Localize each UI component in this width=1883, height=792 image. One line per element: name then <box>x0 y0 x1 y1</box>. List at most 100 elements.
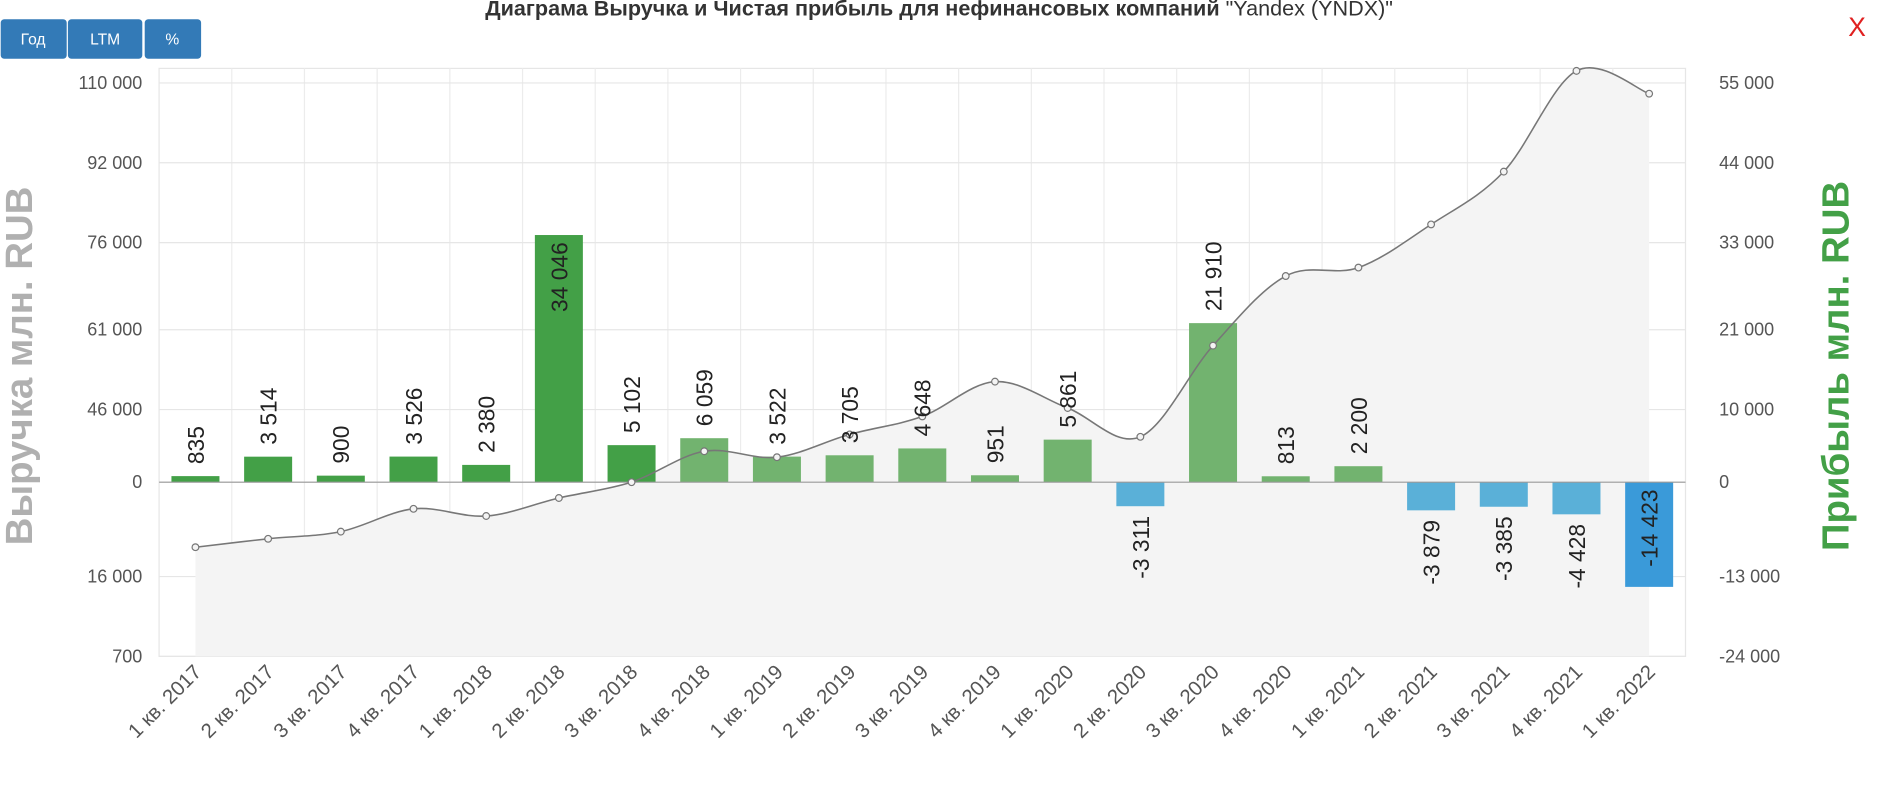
value-label: 34 046 <box>546 242 572 312</box>
value-label: -14 423 <box>1637 489 1663 566</box>
button-percent[interactable] <box>144 19 202 59</box>
x-tick-label: 4 кв. 2017 <box>343 661 425 743</box>
bar <box>1261 476 1310 483</box>
value-label: 3 522 <box>764 388 790 445</box>
bar <box>1479 482 1528 507</box>
bar <box>1334 466 1383 483</box>
bar <box>462 464 511 483</box>
x-tick-label: 1 кв. 2021 <box>1288 661 1370 743</box>
line-marker <box>409 504 418 513</box>
y2-axis-label: Прибыль млн. RUB <box>1815 181 1858 551</box>
line-marker <box>1354 263 1363 272</box>
y-tick-label: 700 <box>112 646 142 666</box>
line-marker <box>264 534 273 543</box>
y-tick-label: 16 000 <box>87 567 142 587</box>
value-label: 900 <box>328 426 354 464</box>
line-marker <box>1645 89 1654 98</box>
bar <box>244 456 293 483</box>
value-label: 5 102 <box>619 376 645 433</box>
bar <box>1043 439 1092 483</box>
x-tick-label: 1 кв. 2017 <box>125 661 207 743</box>
x-tick-label: 2 кв. 2018 <box>488 661 570 743</box>
line-marker <box>772 453 781 462</box>
value-label: 21 910 <box>1200 241 1226 311</box>
bar <box>607 445 656 483</box>
x-tick-label: 2 кв. 2019 <box>779 661 861 743</box>
close-button[interactable]: X <box>1848 12 1866 42</box>
x-tick-label: 3 кв. 2021 <box>1433 661 1515 743</box>
bar <box>970 475 1019 483</box>
bar <box>1407 482 1456 511</box>
x-tick-label: 4 кв. 2019 <box>924 661 1006 743</box>
x-tick-label: 1 кв. 2022 <box>1578 661 1660 743</box>
button-ltm[interactable] <box>67 19 143 59</box>
y2-tick-label: -24 000 <box>1719 646 1780 666</box>
value-label: 4 648 <box>910 379 936 436</box>
line-marker <box>336 527 345 536</box>
x-tick-label: 3 кв. 2020 <box>1142 661 1224 743</box>
x-tick-label: 2 кв. 2020 <box>1069 661 1151 743</box>
x-tick-label: 1 кв. 2018 <box>415 661 497 743</box>
line-marker <box>700 447 709 456</box>
x-tick-label: 2 кв. 2021 <box>1360 661 1442 743</box>
line-marker <box>1136 432 1145 441</box>
line-marker <box>482 512 491 520</box>
value-label: 835 <box>183 426 209 464</box>
line-marker <box>554 494 563 502</box>
value-label: 6 059 <box>692 369 718 426</box>
bar <box>389 456 438 483</box>
y-tick-label: 61 000 <box>87 320 142 340</box>
line-marker <box>1427 220 1436 229</box>
line-marker <box>845 430 854 439</box>
y2-tick-label: 44 000 <box>1719 153 1774 173</box>
value-label: -3 311 <box>1128 516 1154 579</box>
button-year[interactable] <box>0 19 67 59</box>
x-tick-label: 2 кв. 2017 <box>197 661 279 743</box>
y-axis-label: Выручка млн. RUB <box>0 187 41 546</box>
value-label: 3 526 <box>401 388 427 445</box>
bar <box>898 448 947 483</box>
bar <box>316 475 365 483</box>
line-marker <box>1063 404 1072 412</box>
x-tick-label: 1 кв. 2020 <box>997 661 1079 743</box>
x-tick-label: 4 кв. 2021 <box>1506 661 1588 743</box>
bar <box>1116 482 1165 507</box>
x-tick-label: 1 кв. 2019 <box>706 661 788 743</box>
bar <box>1625 482 1674 587</box>
line-marker <box>991 377 999 386</box>
line-marker <box>1281 272 1290 280</box>
buttons: Год LTM % <box>0 19 202 59</box>
chart-title: Диаграма Выручка и Чистая прибыль для не… <box>485 0 1393 21</box>
line-marker <box>1209 341 1218 350</box>
x-tick-label: 3 кв. 2019 <box>851 661 933 743</box>
x-tick-label: 3 кв. 2018 <box>561 661 643 743</box>
button-label[interactable]: Год <box>21 31 46 48</box>
y2-tick-label: 21 000 <box>1719 320 1774 340</box>
y-tick-label: 76 000 <box>87 233 142 253</box>
y-tick-label: 92 000 <box>87 153 142 173</box>
area <box>195 67 1650 657</box>
value-label: 2 380 <box>474 396 500 453</box>
y2-tick-label: -13 000 <box>1719 567 1780 587</box>
button-label[interactable]: % <box>165 31 179 48</box>
y2-tick-label: 10 000 <box>1719 400 1774 420</box>
y-tick-label: 46 000 <box>87 400 142 420</box>
title-main: Диаграма Выручка и Чистая прибыль для не… <box>485 0 1219 21</box>
x-tick-label: 3 кв. 2017 <box>270 661 352 743</box>
value-label: 3 705 <box>837 386 863 443</box>
title-company: "Yandex (YNDX)" <box>1226 0 1393 21</box>
line-marker <box>1572 66 1581 75</box>
value-label: -3 385 <box>1491 516 1517 581</box>
button-label[interactable]: LTM <box>90 31 120 48</box>
bar <box>171 476 220 483</box>
y-tick-label: 0 <box>132 472 142 492</box>
value-label: -4 428 <box>1564 524 1590 589</box>
value-label: 2 200 <box>1346 397 1372 454</box>
x-tick-label: 4 кв. 2020 <box>1215 661 1297 743</box>
value-label: 5 861 <box>1055 371 1081 428</box>
line-marker <box>191 543 200 552</box>
line-marker <box>918 412 927 421</box>
bar <box>534 235 583 483</box>
y2-tick-label: 33 000 <box>1719 233 1774 253</box>
